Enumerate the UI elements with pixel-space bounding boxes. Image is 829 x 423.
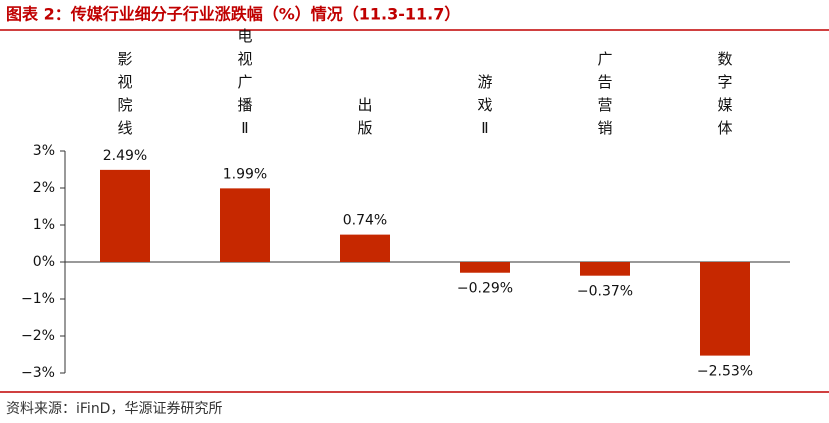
category-label: 游戏Ⅱ bbox=[477, 73, 493, 137]
chart-title: 图表 2：传媒行业细分子行业涨跌幅（%）情况（11.3-11.7） bbox=[6, 5, 460, 24]
y-tick-label: −1% bbox=[21, 291, 55, 307]
bar bbox=[580, 262, 630, 276]
bar bbox=[700, 262, 750, 356]
y-tick-label: 2% bbox=[33, 180, 55, 196]
category-label: 电视广播Ⅱ bbox=[237, 27, 253, 137]
value-label: −0.37% bbox=[577, 284, 633, 300]
y-tick-label: −3% bbox=[21, 365, 55, 381]
value-label: 2.49% bbox=[103, 148, 147, 164]
value-label: −2.53% bbox=[697, 364, 753, 380]
value-label: −0.29% bbox=[457, 281, 513, 297]
y-tick-label: 3% bbox=[33, 143, 55, 159]
value-label: 0.74% bbox=[343, 213, 387, 229]
category-label: 出版 bbox=[357, 96, 373, 137]
category-label: 广告营销 bbox=[597, 50, 613, 137]
bar bbox=[460, 262, 510, 273]
category-label: 影视院线 bbox=[117, 50, 133, 137]
value-label: 1.99% bbox=[223, 166, 267, 182]
y-tick-label: 0% bbox=[33, 254, 55, 270]
bar bbox=[100, 169, 150, 262]
y-tick-label: −2% bbox=[21, 328, 55, 344]
bar bbox=[220, 188, 270, 262]
source: 资料来源：iFinD，华源证券研究所 bbox=[6, 401, 222, 417]
category-label: 数字媒体 bbox=[717, 50, 733, 137]
bar bbox=[340, 234, 390, 262]
y-tick-label: 1% bbox=[33, 217, 55, 233]
